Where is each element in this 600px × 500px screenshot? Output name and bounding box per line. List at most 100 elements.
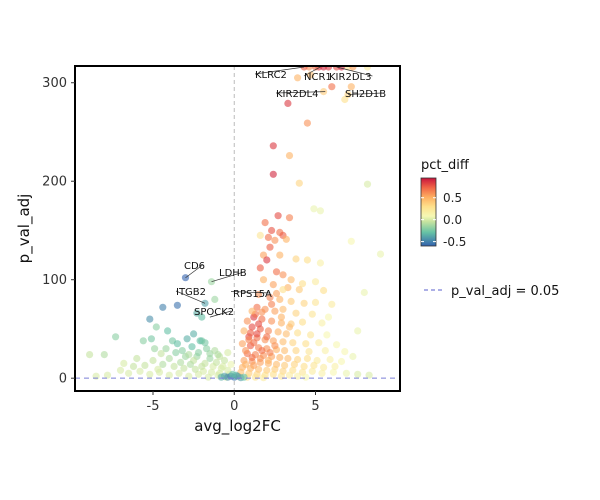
data-point-169	[272, 289, 281, 298]
data-point-106	[349, 352, 357, 361]
data-point-164	[258, 308, 266, 316]
data-point-46	[256, 264, 264, 272]
data-point-93	[289, 339, 297, 347]
data-point-236	[198, 362, 206, 370]
data-point-103	[305, 348, 313, 356]
data-point-6	[311, 66, 320, 71]
data-point-13	[284, 99, 292, 107]
data-point-186	[139, 337, 147, 345]
data-point-27	[274, 212, 282, 220]
gene-label-kir2dl3: KIR2DL3	[329, 72, 371, 83]
data-point-176	[266, 349, 274, 357]
data-point-50	[298, 280, 307, 288]
data-point-252	[146, 315, 154, 323]
annotation-leader-9	[209, 310, 232, 318]
data-point-244	[224, 349, 232, 357]
data-point-194	[188, 343, 196, 351]
data-point-59	[266, 293, 274, 301]
data-point-247	[151, 345, 159, 353]
data-point-45	[263, 256, 271, 264]
data-point-234	[120, 359, 128, 367]
data-point-84	[294, 329, 302, 337]
data-point-47	[272, 268, 281, 276]
data-point-245	[194, 349, 203, 357]
data-point-162	[240, 327, 248, 335]
data-point-246	[172, 349, 180, 357]
data-point-128	[331, 362, 339, 370]
x-tick-label-2: 5	[311, 399, 319, 414]
data-point-24	[363, 180, 372, 188]
data-point-62	[300, 299, 308, 307]
data-point-251	[159, 303, 167, 311]
gene-label-sh2d1b: SH2D1B	[345, 89, 386, 100]
colorbar-tick-label-2: -0.5	[443, 235, 466, 249]
data-point-14	[328, 83, 336, 91]
data-point-21	[285, 152, 294, 160]
data-point-141	[354, 370, 362, 378]
data-point-42	[292, 255, 300, 263]
data-point-232	[141, 361, 149, 369]
data-point-95	[315, 339, 323, 347]
data-point-30	[268, 226, 276, 235]
annotation-leader-1	[303, 66, 321, 77]
data-point-158	[238, 340, 246, 348]
data-point-248	[185, 351, 193, 359]
threshold-legend-label: p_val_adj = 0.05	[451, 284, 559, 299]
data-point-81	[264, 327, 272, 335]
data-point-258	[207, 278, 216, 286]
data-point-178	[256, 354, 264, 363]
data-point-167	[285, 323, 294, 331]
data-point-18	[341, 95, 349, 104]
data-point-242	[206, 354, 214, 363]
data-point-2	[324, 66, 333, 71]
colorbar	[420, 177, 437, 247]
data-point-173	[263, 333, 271, 341]
data-point-239	[227, 360, 235, 368]
data-point-192	[178, 347, 186, 355]
data-point-189	[162, 345, 170, 353]
data-point-38	[266, 243, 274, 251]
data-point-77	[298, 318, 307, 326]
data-point-123	[281, 361, 289, 369]
data-point-226	[191, 365, 199, 373]
data-point-231	[159, 360, 167, 368]
data-point-177	[248, 353, 256, 362]
data-point-17	[303, 119, 311, 127]
data-point-41	[376, 250, 385, 258]
data-point-61	[287, 297, 295, 305]
data-point-222	[92, 372, 100, 380]
data-point-270	[217, 373, 225, 381]
annotation-leader-5	[185, 264, 203, 279]
data-point-105	[341, 348, 349, 356]
annotation-leader-4	[347, 92, 383, 95]
data-point-82	[274, 328, 282, 336]
data-point-68	[279, 305, 287, 313]
gene-label-ldhb: LDHB	[219, 268, 247, 279]
data-point-238	[219, 362, 227, 370]
data-point-228	[207, 368, 216, 376]
data-point-184	[112, 333, 120, 341]
data-point-10	[363, 66, 372, 71]
data-point-126	[310, 361, 318, 369]
data-point-250	[173, 301, 181, 309]
data-point-26	[316, 207, 324, 215]
data-point-139	[329, 368, 337, 376]
data-point-125	[300, 362, 308, 370]
annotation-leader-3	[275, 91, 326, 94]
annotation-leader-7	[175, 290, 206, 304]
colorbar-title: pct_diff	[421, 158, 470, 173]
data-point-44	[316, 259, 324, 267]
data-point-166	[277, 313, 285, 321]
data-point-224	[170, 362, 178, 370]
data-point-150	[294, 372, 302, 380]
data-point-148	[277, 372, 285, 380]
gene-label-spock2: SPOCK2	[194, 307, 234, 318]
data-point-70	[308, 310, 316, 318]
data-point-55	[295, 286, 303, 294]
data-point-67	[271, 307, 279, 315]
data-point-183	[100, 351, 108, 359]
data-point-40	[276, 251, 284, 259]
data-point-29	[261, 219, 269, 227]
data-point-260	[164, 327, 172, 335]
